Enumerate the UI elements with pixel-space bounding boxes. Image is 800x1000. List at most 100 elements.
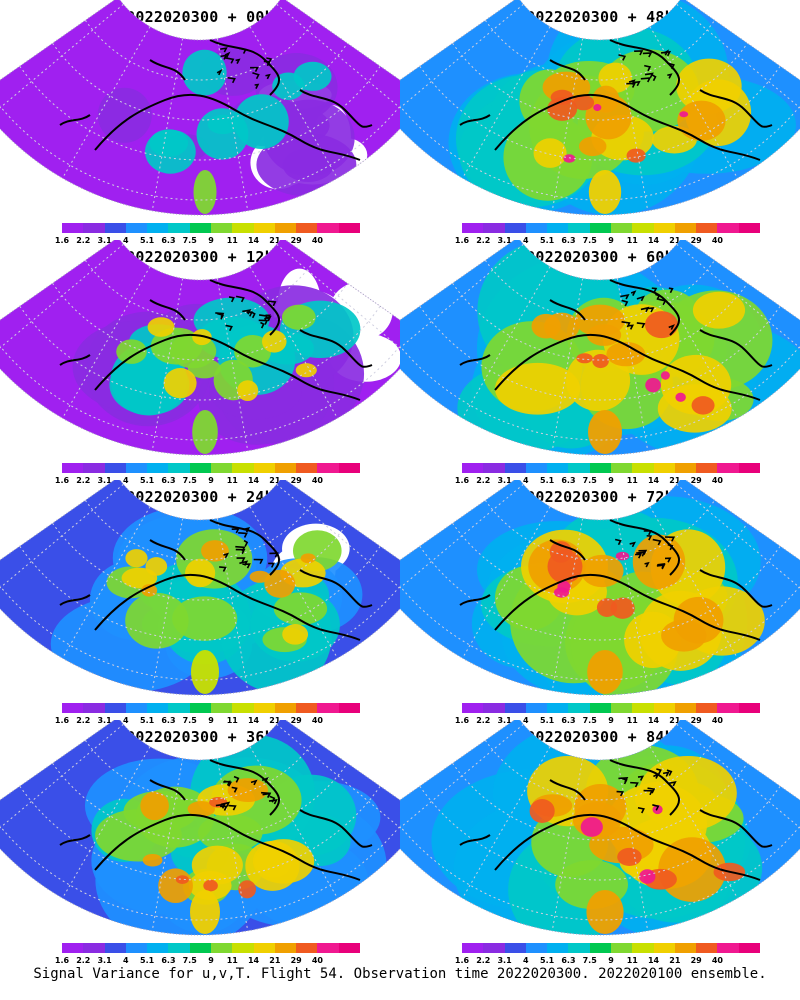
colorbar-swatch [462, 463, 484, 473]
colorbar-swatch [104, 463, 126, 473]
variance-map [0, 720, 400, 936]
colorbar-swatch [547, 223, 569, 233]
colorbar-swatch [462, 703, 484, 713]
colorbar-level-label: 40 [711, 476, 723, 485]
colorbar-level-label: 2.2 [76, 236, 91, 245]
map-panel: 2022020300 + 48h 1.6 2.2 3.1 4 5.1 6.3 7.5 9 11 14… [400, 0, 800, 245]
colorbar-swatch [568, 703, 590, 713]
colorbar-swatch [632, 463, 654, 473]
colorbar-swatch [525, 703, 548, 713]
colorbar-level-label: 29 [690, 476, 702, 485]
colorbar-level-label: 7.5 [582, 716, 597, 725]
colorbar-level-label: 5.1 [540, 956, 555, 965]
colorbar-labels: 1.6 2.2 3.1 4 5.1 6.3 7.5 9 11 14 21 29 40 [55, 476, 360, 488]
colorbar-swatch [62, 943, 84, 953]
colorbar-swatch [83, 943, 105, 953]
colorbar-level-label: 1.6 [54, 956, 70, 965]
colorbar-swatch [296, 703, 318, 713]
colorbar-swatch [504, 223, 526, 233]
colorbar-level-label: 40 [311, 236, 323, 245]
colorbar-level-label: 40 [711, 716, 723, 725]
colorbar-swatch [168, 463, 190, 473]
colorbar-level-label: 4 [123, 956, 129, 965]
colorbar-level-label: 6.3 [561, 956, 576, 965]
colorbar [62, 943, 360, 953]
colorbar-level-label: 14 [247, 716, 260, 725]
colorbar-swatch [632, 703, 654, 713]
colorbar-swatch [253, 943, 275, 953]
colorbar-level-label: 6.3 [161, 716, 176, 725]
colorbar-swatch [674, 943, 697, 953]
colorbar-level-label: 7.5 [182, 716, 197, 725]
colorbar-swatch [189, 223, 211, 233]
colorbar-level-label: 29 [690, 956, 702, 965]
colorbar-level-label: 2.2 [476, 716, 491, 725]
colorbar-level-label: 29 [290, 476, 302, 485]
colorbar-swatch [589, 703, 611, 713]
colorbar-level-label: 14 [247, 476, 260, 485]
colorbar-level-label: 9 [608, 476, 614, 485]
colorbar-level-label: 9 [208, 716, 214, 725]
colorbar-level-label: 5.1 [540, 236, 555, 245]
colorbar-level-label: 14 [647, 716, 660, 725]
colorbar-level-label: 21 [269, 236, 281, 245]
colorbar-swatch [525, 943, 548, 953]
colorbar-level-label: 21 [669, 716, 681, 725]
colorbar-swatch [632, 943, 654, 953]
colorbar-swatch [717, 943, 739, 953]
colorbar-level-label: 14 [647, 956, 660, 965]
colorbar-level-label: 11 [226, 236, 238, 245]
colorbar-level-label: 4 [123, 236, 129, 245]
colorbar-level-label: 2.2 [476, 476, 491, 485]
colorbar-swatch [568, 463, 590, 473]
panel-title: 2022020300 + 84h [526, 728, 674, 746]
colorbar-level-label: 4 [523, 956, 529, 965]
colorbar-level-label: 5.1 [140, 476, 155, 485]
colorbar-swatch [610, 703, 633, 713]
colorbar-swatch [232, 943, 254, 953]
map-panel: 2022020300 + 84h 1.6 2.2 3.1 4 5.1 6.3 7.5 9 11 14… [400, 720, 800, 965]
colorbar-level-label: 5.1 [140, 956, 155, 965]
colorbar-level-label: 21 [669, 476, 681, 485]
colorbar-level-label: 4 [523, 716, 529, 725]
colorbar-swatch [274, 223, 297, 233]
colorbar-swatch [189, 943, 211, 953]
colorbar-level-label: 9 [208, 236, 214, 245]
colorbar-level-label: 7.5 [582, 236, 597, 245]
colorbar-swatch [168, 703, 190, 713]
colorbar-level-label: 11 [226, 476, 238, 485]
colorbar-swatch [83, 223, 105, 233]
colorbar-swatch [210, 223, 233, 233]
colorbar-swatch [147, 943, 169, 953]
colorbar-level-label: 3.1 [497, 476, 512, 485]
colorbar-swatch [589, 943, 611, 953]
panel-title: 2022020300 + 72h [526, 488, 674, 506]
colorbar-level-label: 1.6 [54, 236, 70, 245]
colorbar-level-label: 1.6 [454, 476, 470, 485]
colorbar-swatch [317, 703, 339, 713]
colorbar-swatch [83, 703, 105, 713]
colorbar-level-label: 4 [123, 476, 129, 485]
colorbar [462, 703, 760, 713]
colorbar-level-label: 40 [311, 956, 323, 965]
colorbar-swatch [525, 223, 548, 233]
colorbar-level-label: 7.5 [582, 476, 597, 485]
colorbar-level-label: 7.5 [182, 476, 197, 485]
colorbar-swatch [738, 943, 760, 953]
colorbar-level-label: 2.2 [76, 476, 91, 485]
colorbar-level-label: 14 [247, 956, 260, 965]
colorbar [462, 223, 760, 233]
colorbar-level-label: 29 [690, 236, 702, 245]
colorbar [62, 463, 360, 473]
colorbar-swatch [717, 223, 739, 233]
colorbar-swatch [62, 703, 84, 713]
colorbar-level-label: 3.1 [97, 236, 112, 245]
colorbar-level-label: 14 [647, 476, 660, 485]
colorbar-swatch [104, 943, 126, 953]
colorbar-level-label: 11 [626, 236, 638, 245]
colorbar-level-label: 5.1 [540, 716, 555, 725]
colorbar-swatch [338, 943, 360, 953]
panel-title: 2022020300 + 00h [126, 8, 274, 26]
colorbar-swatch [296, 463, 318, 473]
